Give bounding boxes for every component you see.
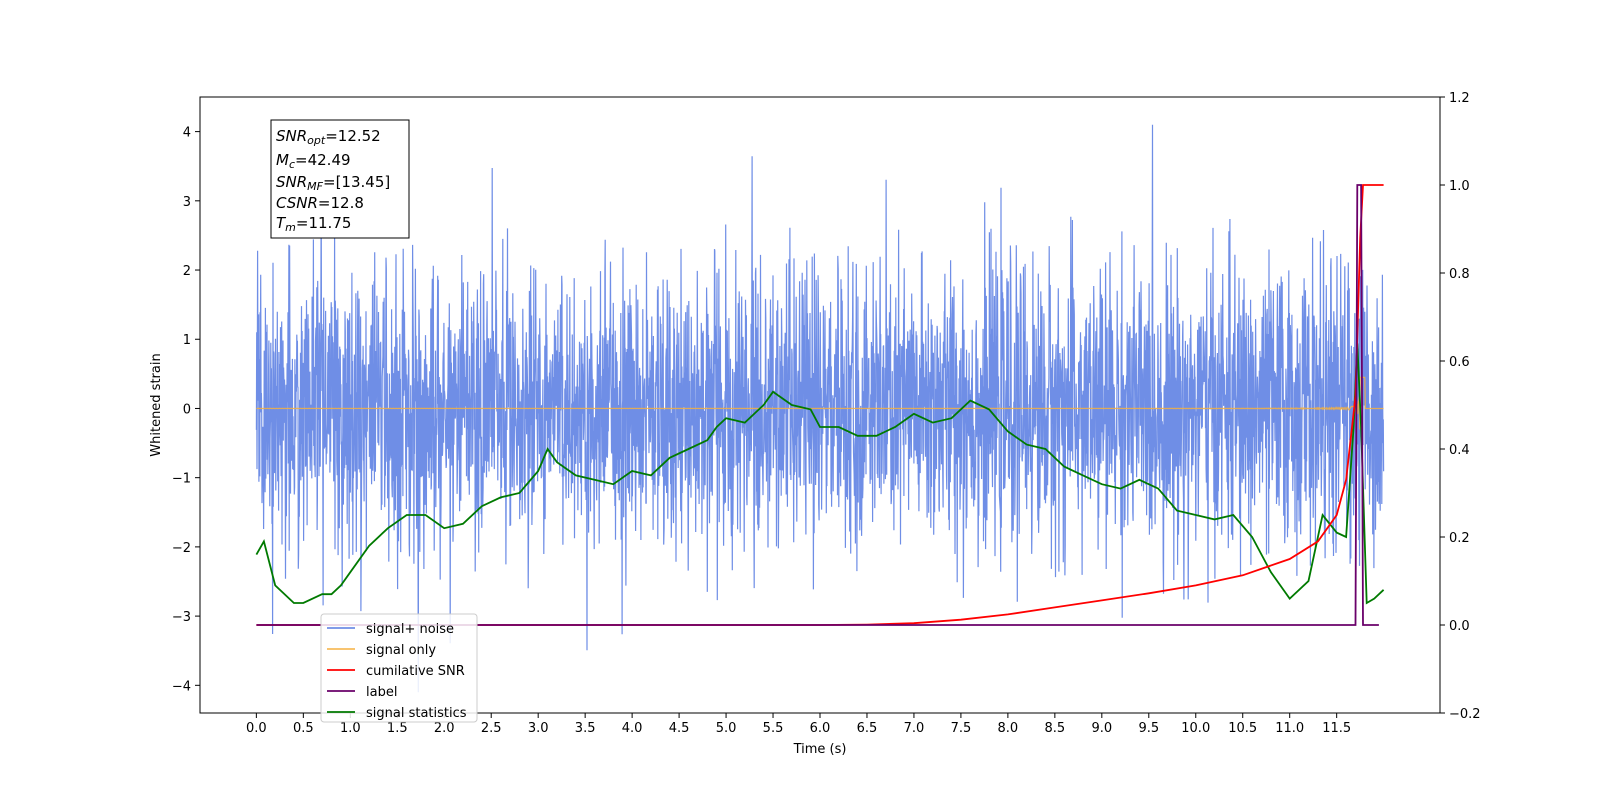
x-tick-label: 1.0 <box>340 721 361 736</box>
x-tick-label: 8.0 <box>998 721 1019 736</box>
x-tick-label: 9.5 <box>1138 721 1159 736</box>
y2-tick-label: 0.2 <box>1449 531 1470 546</box>
x-tick-label: 7.5 <box>951 721 972 736</box>
x-axis-title: Time (s) <box>793 742 847 757</box>
x-tick-label: 7.0 <box>904 721 925 736</box>
annotation-line-tm: Tm=11.75 <box>276 214 351 234</box>
annotation-line-mc: Mc=42.49 <box>276 151 351 171</box>
x-tick-label: 10.5 <box>1228 721 1257 736</box>
y2-tick-label: 0.0 <box>1449 619 1470 634</box>
x-tick-label: 3.0 <box>528 721 549 736</box>
y2-tick-label: −0.2 <box>1449 707 1481 722</box>
x-tick-label: 5.5 <box>763 721 784 736</box>
series-cumulative-snr <box>256 184 1384 626</box>
x-tick-label: 9.0 <box>1091 721 1112 736</box>
y-axis-title: Whitened strain <box>149 353 164 456</box>
y-tick-label: 2 <box>183 264 191 279</box>
legend-label-signal-noise: signal+ noise <box>366 622 454 637</box>
x-tick-label: 1.5 <box>387 721 408 736</box>
y2-tick-label: 0.8 <box>1449 267 1470 282</box>
annotation-line-snr-opt: SNRopt=12.52 <box>276 127 381 147</box>
x-tick-label: 0.5 <box>293 721 314 736</box>
x-tick-label: 8.5 <box>1045 721 1066 736</box>
y-tick-label: −3 <box>172 610 191 625</box>
y-tick-label: 1 <box>183 333 191 348</box>
y2-tick-label: 1.2 <box>1449 91 1470 106</box>
x-tick-label: 2.5 <box>481 721 502 736</box>
series-signal-statistics <box>255 343 1385 605</box>
legend-frame <box>320 613 478 723</box>
y-tick-label: −2 <box>172 541 191 556</box>
x-tick-label: 2.0 <box>434 721 455 736</box>
series-label <box>256 184 1379 626</box>
series-signal-noise <box>255 124 1385 693</box>
x-tick-label: 0.0 <box>246 721 267 736</box>
y-tick-label: 4 <box>183 126 191 141</box>
legend-label-signal-statistics: signal statistics <box>366 706 467 721</box>
y-tick-label: −4 <box>172 679 191 694</box>
y-tick-label: −1 <box>172 472 191 487</box>
y2-tick-label: 0.6 <box>1449 355 1470 370</box>
y2-tick-label: 0.4 <box>1449 443 1470 458</box>
x-tick-label: 4.5 <box>669 721 690 736</box>
x-tick-label: 11.5 <box>1322 721 1351 736</box>
y2-tick-label: 1.0 <box>1449 179 1470 194</box>
annotation-frame <box>270 119 410 239</box>
x-tick-label: 6.0 <box>810 721 831 736</box>
legend: signal+ noise signal only cumilative SNR la… <box>320 613 478 723</box>
series-signal-only <box>256 376 1384 430</box>
axes: 0.0 0.5 1.0 1.5 2.0 2.5 3.0 3.5 4.0 4.5 5.0 5.5 6.0 6… <box>172 91 1481 736</box>
annotation-box: SNRopt=12.52 Mc=42.49 SNRMF=[13.45] CSNR… <box>270 119 410 239</box>
legend-label-cumulative-snr: cumilative SNR <box>366 664 465 679</box>
x-tick-label: 11.0 <box>1275 721 1304 736</box>
y-tick-label: 0 <box>183 402 191 417</box>
x-tick-label: 4.0 <box>622 721 643 736</box>
legend-label-label: label <box>366 685 397 700</box>
annotation-line-snr-mf: SNRMF=[13.45] <box>276 173 390 193</box>
x-tick-label: 10.0 <box>1181 721 1210 736</box>
x-tick-label: 3.5 <box>575 721 596 736</box>
x-tick-label: 5.0 <box>716 721 737 736</box>
annotation-line-csnr: CSNR=12.8 <box>276 194 364 212</box>
x-tick-label: 6.5 <box>857 721 878 736</box>
plot-area <box>255 124 1385 693</box>
y-tick-label: 3 <box>183 195 191 210</box>
legend-label-signal-only: signal only <box>366 643 436 658</box>
